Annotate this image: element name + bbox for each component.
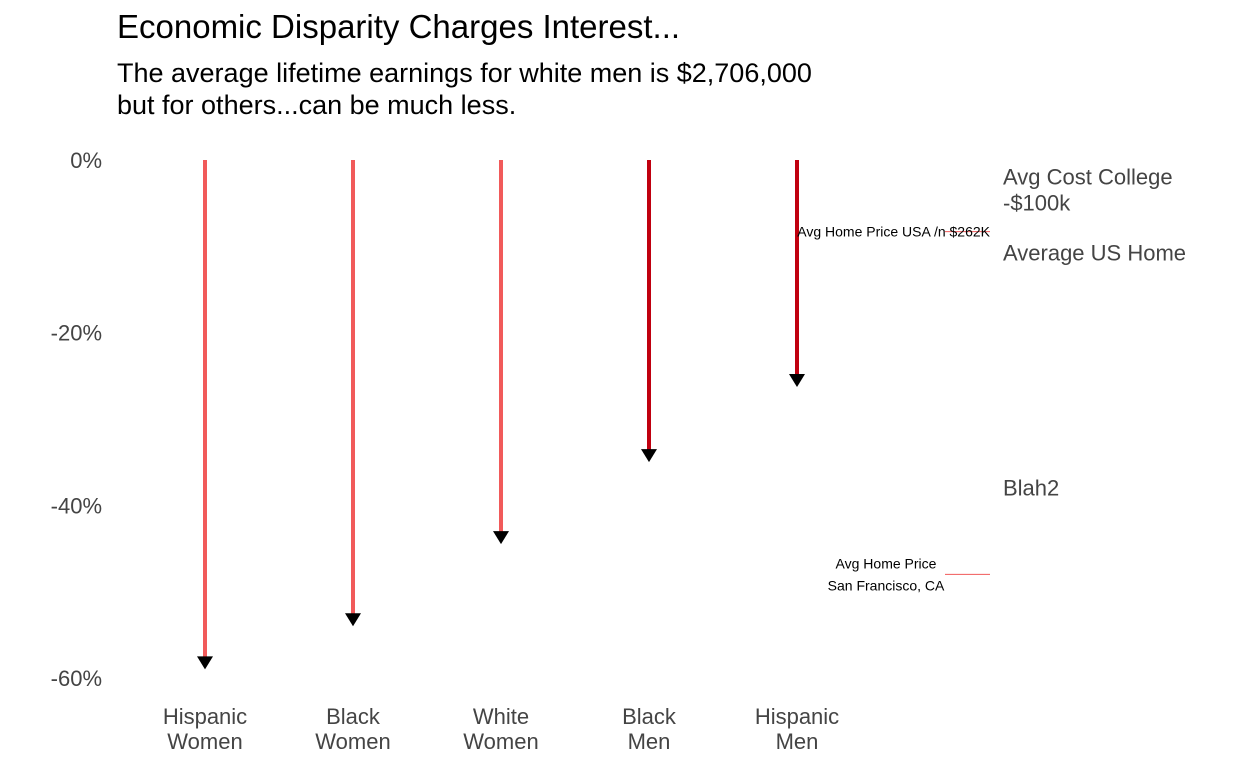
annotation-label: San Francisco, CA xyxy=(828,577,945,593)
right-label: Average US Home xyxy=(1003,241,1186,266)
subtitle-line-1: The average lifetime earnings for white … xyxy=(117,58,812,88)
arrow-head xyxy=(197,656,213,670)
arrow-head xyxy=(641,449,657,463)
arrow-head xyxy=(493,531,509,545)
category-label: Black xyxy=(326,704,381,729)
chart-subtitle: The average lifetime earnings for white … xyxy=(117,57,812,121)
right-label: Avg Cost College xyxy=(1003,165,1173,190)
category-label: Women xyxy=(463,729,538,754)
y-tick-label: -20% xyxy=(51,321,102,346)
annotation-label: Avg Home Price USA /n $262K xyxy=(797,224,990,240)
category-label: Black xyxy=(622,704,677,729)
category-label: Women xyxy=(167,729,242,754)
right-label: -$100k xyxy=(1003,191,1071,216)
y-tick-label: -40% xyxy=(51,493,102,518)
y-tick-label: -60% xyxy=(51,666,102,691)
annotation-label: Avg Home Price xyxy=(836,555,937,571)
category-label: Men xyxy=(628,729,671,754)
category-label: White xyxy=(473,704,529,729)
right-label: Blah2 xyxy=(1003,475,1059,500)
category-label: Hispanic xyxy=(755,704,839,729)
category-label: Women xyxy=(315,729,390,754)
y-tick-label: 0% xyxy=(70,148,102,173)
arrow-head xyxy=(789,374,805,388)
category-label: Hispanic xyxy=(163,704,247,729)
arrow-head xyxy=(345,613,361,627)
subtitle-line-2: but for others...can be much less. xyxy=(117,90,517,120)
category-label: Men xyxy=(776,729,819,754)
chart-title: Economic Disparity Charges Interest... xyxy=(117,8,681,45)
